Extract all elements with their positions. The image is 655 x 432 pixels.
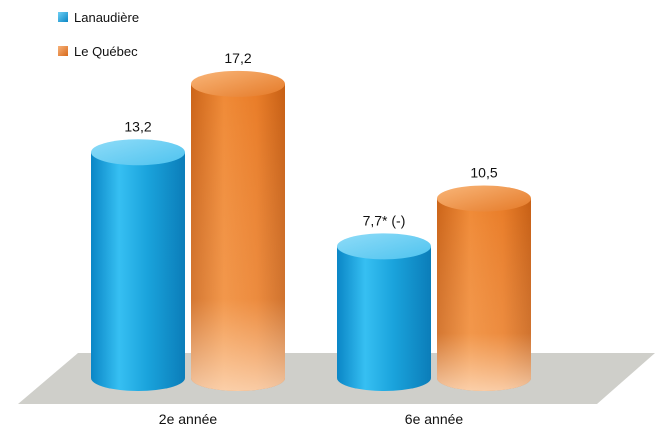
legend-label-le-quebec: Le Québec bbox=[74, 43, 138, 59]
bar-lanaudiere-6e-annee-value-label: 7,7* (-) bbox=[363, 212, 406, 228]
bar-lanaudiere-6e-annee-body bbox=[337, 246, 431, 391]
legend-swatch-lanaudiere bbox=[58, 12, 68, 22]
bar-le-quebec-2e-annee-value-label: 17,2 bbox=[224, 50, 251, 66]
bar-le-quebec-2e-annee bbox=[191, 70, 285, 391]
bar-lanaudiere-2e-annee bbox=[91, 139, 185, 391]
legend-item-lanaudiere: Lanaudière bbox=[58, 6, 139, 28]
bar-lanaudiere-2e-annee-top bbox=[91, 139, 185, 166]
bar-le-quebec-6e-annee bbox=[437, 185, 531, 391]
bar-lanaudiere-6e-annee-top bbox=[337, 233, 431, 260]
bar-le-quebec-6e-annee-body-highlight bbox=[437, 198, 531, 391]
bar-le-quebec-6e-annee-value-label: 10,5 bbox=[470, 164, 497, 180]
bar-le-quebec-2e-annee-top bbox=[191, 70, 285, 97]
legend-swatch-le-quebec bbox=[58, 46, 68, 56]
bar-lanaudiere-6e-annee bbox=[337, 233, 431, 391]
bar-le-quebec-6e-annee-top bbox=[437, 185, 531, 212]
legend: Lanaudière Le Québec bbox=[58, 6, 139, 74]
chart-marks: 13,2 17,2 7,7* (-) 10,5 bbox=[91, 50, 531, 391]
bar-lanaudiere-2e-annee-value-label: 13,2 bbox=[124, 118, 151, 134]
bar-le-quebec-2e-annee-body-highlight bbox=[191, 83, 285, 391]
x-tick-label-6e-annee: 6e année bbox=[405, 411, 464, 427]
x-axis-labels: 2e année 6e année bbox=[159, 411, 464, 427]
x-tick-label-2e-annee: 2e année bbox=[159, 411, 218, 427]
legend-item-le-quebec: Le Québec bbox=[58, 40, 139, 62]
legend-label-lanaudiere: Lanaudière bbox=[74, 9, 140, 25]
bar-lanaudiere-2e-annee-body bbox=[91, 152, 185, 391]
